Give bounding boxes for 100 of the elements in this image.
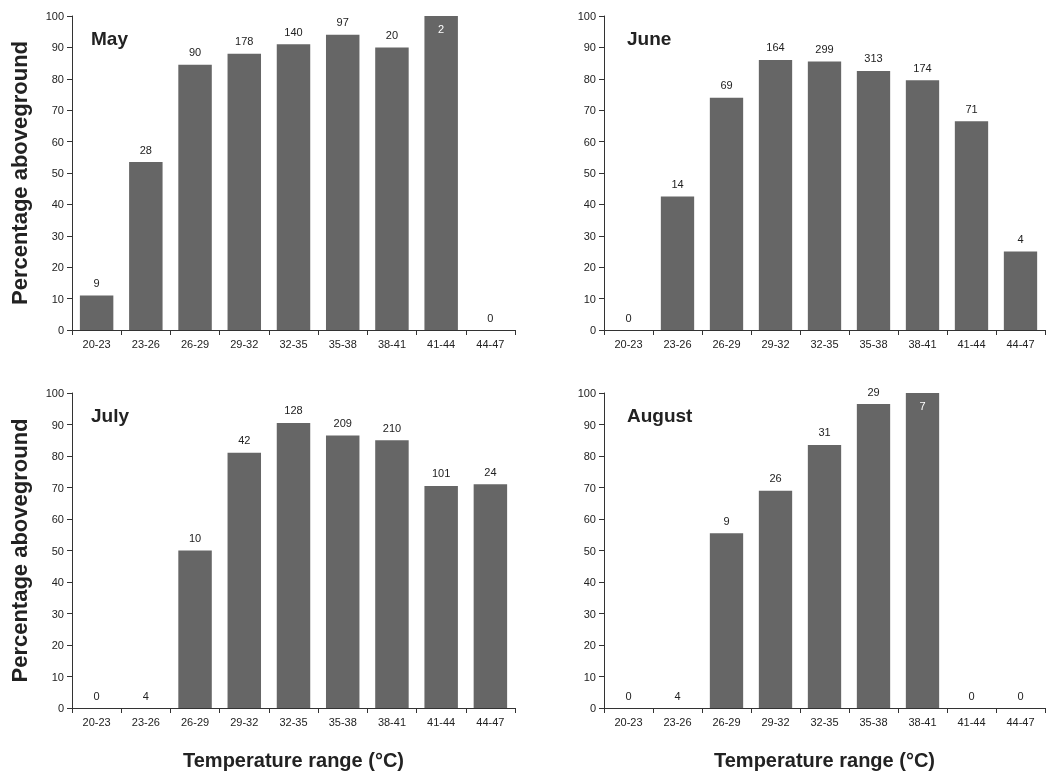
y-tick-label: 10: [583, 670, 596, 683]
x-tick-label: 26-29: [712, 337, 741, 350]
y-tick-label: 90: [51, 418, 64, 431]
bar: [807, 444, 842, 708]
y-tick-label: 70: [51, 104, 64, 117]
y-tick-label: 40: [51, 576, 64, 588]
y-tick-label: 50: [51, 544, 64, 557]
y-tick-label: 70: [51, 481, 64, 494]
x-tick-label: 29-32: [761, 337, 790, 350]
x-tick-label: 35-38: [859, 715, 888, 728]
x-tick-label: 38-41: [377, 337, 407, 350]
x-tick-label: 26-29: [180, 715, 210, 728]
annotation: 0: [625, 689, 632, 702]
bar: [375, 440, 409, 708]
x-tick-label: 44-47: [1006, 337, 1035, 350]
x-tick-label: 35-38: [328, 337, 357, 350]
x-tick-label: 44-47: [476, 715, 505, 728]
x-tick-label: 41-44: [957, 337, 986, 350]
x-tick-label: 23-26: [663, 337, 692, 350]
bar: [424, 16, 458, 330]
bar: [325, 435, 360, 708]
bar: [660, 196, 695, 330]
y-tick-label: 60: [583, 135, 596, 148]
bar: [856, 404, 891, 708]
annotation: 174: [913, 61, 932, 74]
bar: [758, 59, 793, 330]
bar: [375, 47, 409, 330]
bar: [424, 485, 458, 708]
bar: [178, 550, 212, 708]
y-tick-label: 100: [45, 10, 64, 22]
y-tick-label: 100: [577, 387, 596, 399]
y-tick-label: 40: [583, 576, 596, 588]
y-tick-label: 60: [51, 135, 64, 148]
bar: [227, 53, 262, 330]
annotation: 9: [93, 276, 100, 289]
x-tick-label: 20-23: [614, 337, 643, 350]
bar: [758, 490, 793, 708]
annotation: 26: [769, 472, 782, 485]
bar: [905, 393, 940, 708]
annotation: 299: [815, 43, 834, 56]
bar: [807, 61, 842, 330]
y-tick-label: 20: [583, 639, 596, 651]
y-tick-label: 70: [583, 104, 596, 117]
y-tick-label: 50: [583, 544, 596, 557]
y-tick-label: 80: [583, 450, 596, 462]
y-tick-label: 90: [583, 418, 596, 431]
annotation: 28: [139, 143, 152, 156]
annotation: 29: [867, 385, 880, 398]
x-tick-label: 29-32: [230, 715, 259, 728]
y-axis-title: Percentage aboveground: [6, 40, 32, 306]
text: May: [91, 28, 129, 49]
y-tick-label: 100: [45, 387, 64, 399]
x-tick-label: 23-26: [663, 715, 692, 728]
annotation: 2: [438, 22, 445, 35]
annotation: 14: [671, 178, 684, 191]
y-tick-label: 30: [51, 229, 64, 242]
x-tick-label: 32-35: [810, 715, 839, 728]
annotation: 164: [766, 41, 785, 54]
y-tick-label: 60: [583, 513, 596, 525]
annotation: 4: [142, 689, 149, 702]
y-tick-label: 20: [583, 261, 596, 274]
annotation: 90: [188, 46, 202, 59]
x-tick-label: 29-32: [761, 715, 790, 728]
x-tick-label: 35-38: [328, 715, 357, 728]
text: August: [627, 405, 694, 426]
x-tick-label: 23-26: [131, 337, 160, 350]
y-axis-title: Percentage aboveground: [6, 418, 32, 683]
annotation: 20: [385, 28, 399, 41]
annotation: 42: [238, 434, 251, 447]
annotation: 101: [431, 467, 451, 480]
annotation: 69: [720, 79, 733, 92]
bar: [276, 422, 311, 708]
x-tick-label: 29-32: [230, 337, 259, 350]
x-tick-label: 35-38: [859, 337, 888, 350]
bar: [325, 34, 360, 330]
text: June: [627, 28, 672, 49]
annotation: 128: [284, 404, 303, 417]
y-tick-label: 100: [577, 10, 596, 22]
annotation: 210: [382, 421, 402, 434]
y-tick-label: 20: [51, 639, 64, 651]
x-tick-label: 23-26: [131, 715, 160, 728]
annotation: 0: [93, 689, 100, 702]
bar: [227, 452, 262, 708]
y-tick-label: 10: [583, 292, 596, 305]
annotation: 0: [968, 689, 975, 702]
y-tick-label: 20: [51, 261, 64, 274]
x-tick-label: 38-41: [908, 715, 937, 728]
y-tick-label: 30: [583, 229, 596, 242]
bar: [129, 162, 163, 330]
bar: [79, 295, 114, 330]
bar: [954, 121, 989, 330]
annotation: 0: [1017, 689, 1024, 702]
bar: [905, 80, 940, 330]
x-tick-label: 26-29: [180, 337, 210, 350]
y-tick-label: 40: [51, 198, 64, 211]
annotation: 10: [188, 532, 202, 544]
x-tick-label: 38-41: [377, 715, 407, 728]
y-tick-label: 30: [51, 607, 64, 620]
annotation: 209: [333, 417, 352, 430]
y-tick-label: 30: [583, 607, 596, 620]
